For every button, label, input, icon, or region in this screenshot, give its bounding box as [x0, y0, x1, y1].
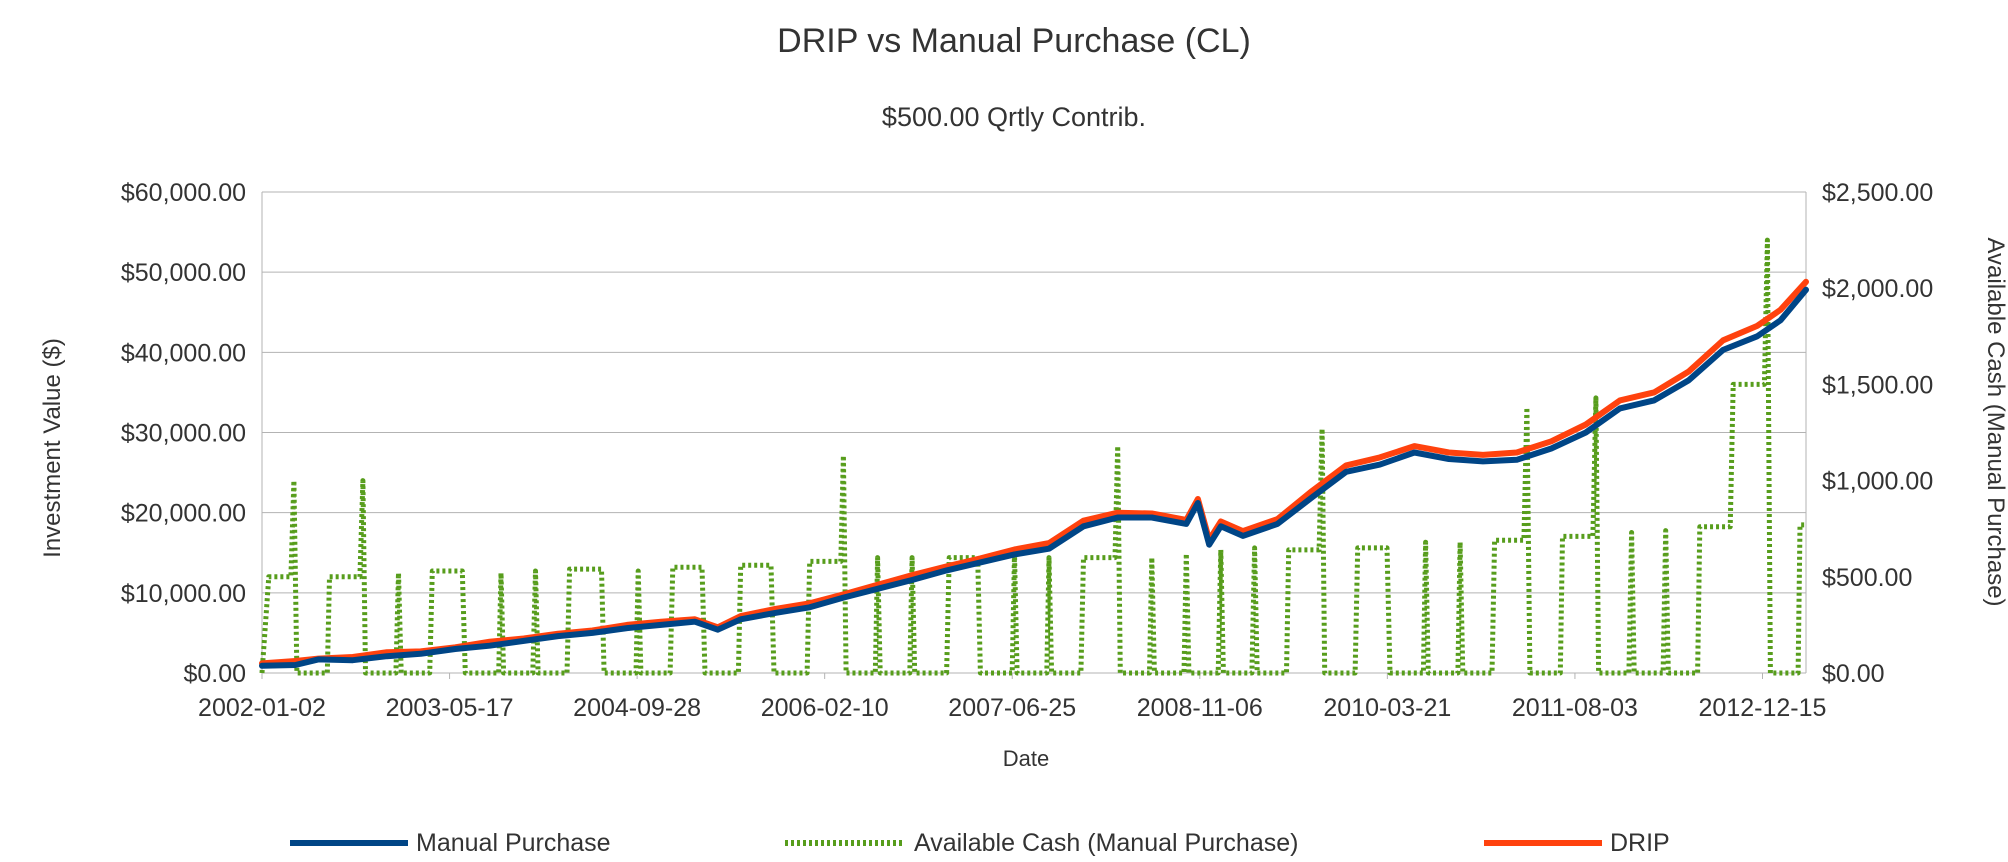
legend: Manual Purchase Available Cash (Manual P… — [290, 829, 1670, 857]
axes: $0.00 $10,000.00 $20,000.00 $30,000.00 $40,0… — [121, 179, 1933, 722]
gridlines — [262, 191, 1806, 674]
legend-label-manual-purchase: Manual Purchase — [416, 829, 611, 857]
y-tick-label-0: $0.00 — [183, 660, 246, 688]
x-tick-label-6: 2010-03-21 — [1323, 694, 1451, 722]
y2-tick-label-1: $500.00 — [1822, 564, 1912, 592]
y2-tick-label-3: $1,500.00 — [1822, 371, 1933, 399]
y-tick-label-3: $30,000.00 — [121, 420, 246, 448]
legend-label-drip: DRIP — [1610, 829, 1670, 857]
x-tick-label-0: 2002-01-02 — [198, 694, 326, 722]
x-tick-label-5: 2008-11-06 — [1137, 694, 1263, 722]
x-tick-label-4: 2007-06-25 — [948, 694, 1076, 722]
y2-tick-label-2: $1,000.00 — [1822, 468, 1933, 496]
y-axis-label: Investment Value ($) — [39, 338, 66, 558]
x-tick-label-2: 2004-09-28 — [573, 694, 701, 722]
y2-tick-label-0: $0.00 — [1822, 660, 1885, 688]
series-lines — [259, 237, 1809, 676]
y2-tick-label-4: $2,000.00 — [1822, 275, 1933, 303]
x-tick-label-1: 2003-05-17 — [386, 694, 514, 722]
series-line-manual-purchase — [259, 286, 1809, 669]
series-line-drip — [259, 278, 1809, 667]
y-tick-label-2: $20,000.00 — [121, 500, 246, 528]
series-line-available-cash-manual-purchase — [259, 237, 1806, 676]
y-tick-label-4: $40,000.00 — [121, 339, 246, 367]
chart-subtitle: $500.00 Qrtly Contrib. — [882, 102, 1146, 132]
chart-title: DRIP vs Manual Purchase (CL) — [777, 22, 1251, 60]
x-tick-label-8: 2012-12-15 — [1699, 694, 1827, 722]
y-tick-label-5: $50,000.00 — [121, 259, 246, 287]
x-tick-label-3: 2006-02-10 — [761, 694, 889, 722]
y2-tick-label-5: $2,500.00 — [1822, 179, 1933, 207]
y-tick-label-6: $60,000.00 — [121, 179, 246, 207]
y2-axis-label: Available Cash (Manual Purchase) — [1982, 237, 2008, 606]
legend-label-available-cash: Available Cash (Manual Purchase) — [914, 829, 1298, 857]
x-tick-label-7: 2011-08-03 — [1512, 694, 1638, 722]
x-axis-label: Date — [1003, 746, 1049, 771]
y-tick-label-1: $10,000.00 — [121, 580, 246, 608]
